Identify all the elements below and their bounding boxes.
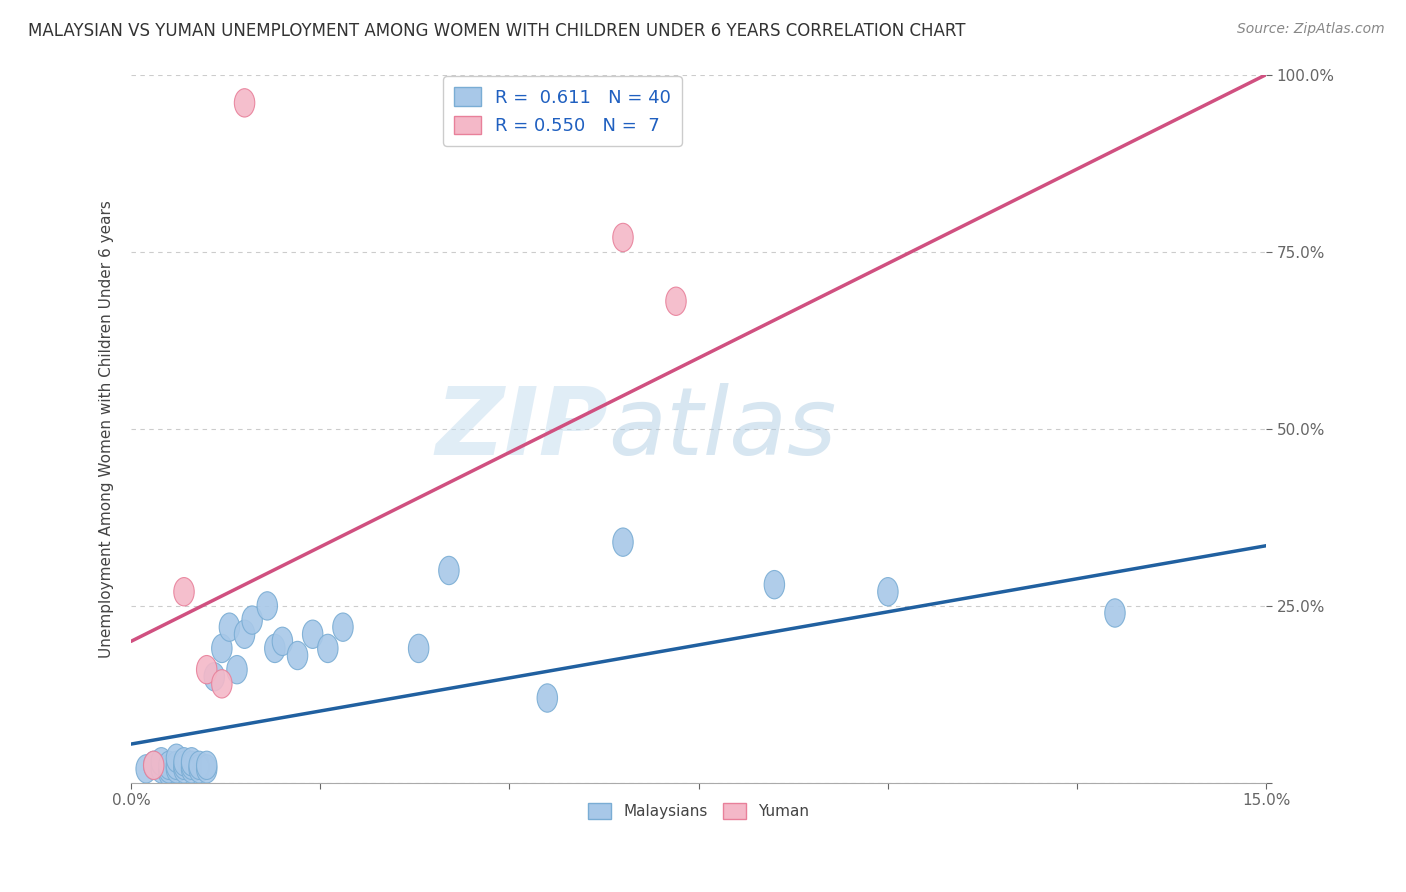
Ellipse shape	[159, 758, 179, 787]
Ellipse shape	[287, 641, 308, 670]
Ellipse shape	[204, 663, 225, 691]
Ellipse shape	[143, 751, 165, 780]
Ellipse shape	[159, 751, 179, 780]
Ellipse shape	[212, 634, 232, 663]
Legend: Malaysians, Yuman: Malaysians, Yuman	[582, 797, 815, 825]
Ellipse shape	[439, 557, 460, 584]
Ellipse shape	[212, 670, 232, 698]
Ellipse shape	[226, 656, 247, 684]
Ellipse shape	[613, 528, 633, 557]
Ellipse shape	[136, 755, 156, 783]
Ellipse shape	[613, 223, 633, 252]
Ellipse shape	[408, 634, 429, 663]
Ellipse shape	[318, 634, 337, 663]
Ellipse shape	[264, 634, 285, 663]
Ellipse shape	[143, 751, 165, 780]
Ellipse shape	[197, 656, 217, 684]
Ellipse shape	[257, 591, 277, 620]
Text: atlas: atlas	[607, 384, 837, 475]
Ellipse shape	[235, 88, 254, 117]
Ellipse shape	[1105, 599, 1125, 627]
Ellipse shape	[197, 755, 217, 783]
Ellipse shape	[877, 577, 898, 606]
Ellipse shape	[763, 571, 785, 599]
Text: MALAYSIAN VS YUMAN UNEMPLOYMENT AMONG WOMEN WITH CHILDREN UNDER 6 YEARS CORRELAT: MALAYSIAN VS YUMAN UNEMPLOYMENT AMONG WO…	[28, 22, 966, 40]
Y-axis label: Unemployment Among Women with Children Under 6 years: Unemployment Among Women with Children U…	[100, 200, 114, 657]
Ellipse shape	[159, 755, 179, 783]
Ellipse shape	[181, 747, 202, 776]
Ellipse shape	[235, 620, 254, 648]
Ellipse shape	[166, 744, 187, 772]
Ellipse shape	[181, 751, 202, 780]
Ellipse shape	[150, 747, 172, 776]
Ellipse shape	[197, 751, 217, 780]
Ellipse shape	[273, 627, 292, 656]
Ellipse shape	[166, 755, 187, 783]
Ellipse shape	[537, 684, 558, 712]
Ellipse shape	[666, 287, 686, 316]
Ellipse shape	[188, 755, 209, 783]
Ellipse shape	[242, 606, 263, 634]
Ellipse shape	[219, 613, 239, 641]
Text: Source: ZipAtlas.com: Source: ZipAtlas.com	[1237, 22, 1385, 37]
Ellipse shape	[174, 577, 194, 606]
Ellipse shape	[174, 747, 194, 776]
Ellipse shape	[302, 620, 323, 648]
Ellipse shape	[150, 755, 172, 783]
Ellipse shape	[174, 751, 194, 780]
Ellipse shape	[188, 751, 209, 780]
Ellipse shape	[174, 755, 194, 783]
Text: ZIP: ZIP	[434, 383, 607, 475]
Ellipse shape	[166, 751, 187, 780]
Ellipse shape	[181, 755, 202, 783]
Ellipse shape	[333, 613, 353, 641]
